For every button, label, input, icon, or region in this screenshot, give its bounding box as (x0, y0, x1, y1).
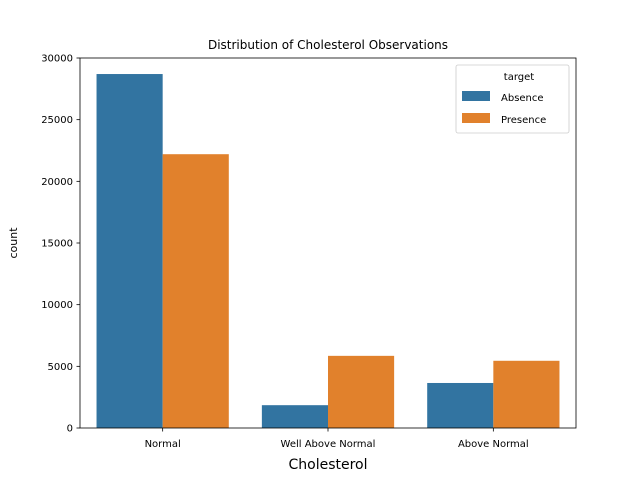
x-tick-label-normal: Normal (145, 439, 181, 450)
y-tick-label-30000: 30000 (41, 54, 73, 65)
y-tick-label-10000: 10000 (41, 300, 73, 311)
y-axis-label: count (7, 227, 20, 259)
y-tick-label-5000: 5000 (48, 362, 73, 373)
x-axis: Normal Well Above Normal Above Normal (145, 428, 529, 450)
plot-frame (79, 57, 577, 429)
bar-well-above-normal-absence (261, 405, 328, 428)
x-tick-label-well-above-normal: Well Above Normal (281, 439, 376, 450)
y-tick-label-0: 0 (67, 424, 73, 435)
y-tick-label-20000: 20000 (41, 177, 73, 188)
bar-normal-presence (162, 154, 229, 428)
y-tick-label-15000: 15000 (41, 239, 73, 250)
chart-title: Distribution of Cholesterol Observations (208, 38, 448, 52)
bar-above-normal-presence (493, 360, 560, 428)
legend: target Absence Presence (455, 64, 570, 134)
bar-normal-absence (96, 74, 163, 429)
bar-well-above-normal-presence (328, 355, 395, 428)
x-axis-label: Cholesterol (288, 457, 367, 473)
y-axis: 0 5000 10000 15000 20000 25000 30000 (41, 54, 80, 435)
y-tick-label-25000: 25000 (41, 115, 73, 126)
legend-label-presence: Presence (501, 115, 546, 126)
legend-label-absence: Absence (501, 93, 544, 104)
bars (96, 74, 560, 429)
legend-swatch-presence (462, 113, 490, 123)
bar-above-normal-absence (427, 382, 494, 428)
x-tick-label-above-normal: Above Normal (458, 439, 529, 450)
legend-title: target (504, 72, 534, 83)
legend-swatch-absence (462, 91, 490, 101)
